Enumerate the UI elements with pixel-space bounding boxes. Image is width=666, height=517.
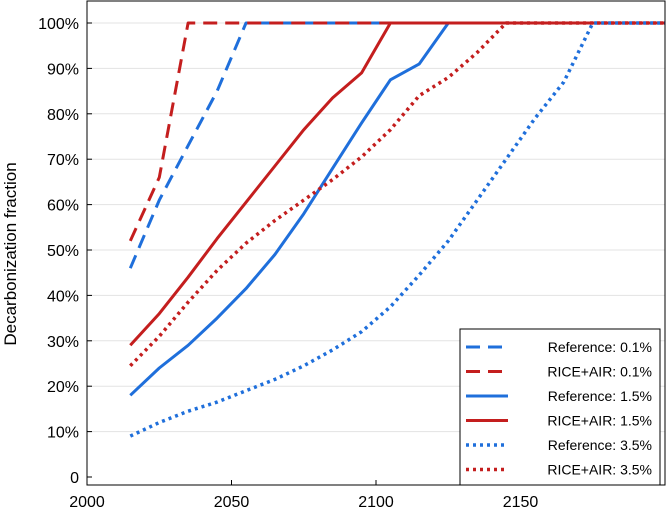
series-line-5 xyxy=(129,21,665,438)
series-line-3 xyxy=(129,21,665,397)
x-tick-label: 2150 xyxy=(503,494,539,511)
y-tick-label: 70% xyxy=(47,152,79,169)
x-tick-label: 2100 xyxy=(358,494,394,511)
legend-label: RICE+AIR: 3.5% xyxy=(547,462,652,478)
y-tick-label: 0 xyxy=(70,470,79,487)
legend-box xyxy=(459,328,661,486)
legend-label: Reference: 1.5% xyxy=(548,388,652,404)
y-tick-label: 10% xyxy=(47,425,79,442)
y-tick-label: 40% xyxy=(47,288,79,305)
y-tick-label: 90% xyxy=(47,61,79,78)
x-tick-label: 2000 xyxy=(69,494,105,511)
series-line-4 xyxy=(129,21,665,347)
y-axis-title: Decarbonization fraction xyxy=(1,162,20,345)
legend-label: Reference: 0.1% xyxy=(548,339,652,355)
axis-ticks: 0 10% 20% 30% 40% 50% 60% 70% 80% 90% 100% 2000 2050… xyxy=(38,16,538,511)
legend-label: Reference: 3.5% xyxy=(548,437,652,453)
x-tick-label: 2050 xyxy=(214,494,250,511)
y-tick-label: 20% xyxy=(47,379,79,396)
series-line-1 xyxy=(128,21,665,269)
y-tick-label: 100% xyxy=(38,16,79,33)
legend: Reference: 0.1% RICE+AIR: 0.1% Reference: … xyxy=(459,328,661,486)
legend-label: RICE+AIR: 0.1% xyxy=(547,364,652,380)
series-line-2 xyxy=(128,21,665,242)
y-tick-label: 60% xyxy=(47,198,79,215)
legend-label: RICE+AIR: 1.5% xyxy=(547,413,652,429)
y-tick-label: 80% xyxy=(47,107,79,124)
series-lines xyxy=(128,21,665,438)
y-tick-label: 50% xyxy=(47,243,79,260)
y-tick-label: 30% xyxy=(47,334,79,351)
series-line-6 xyxy=(129,21,665,368)
